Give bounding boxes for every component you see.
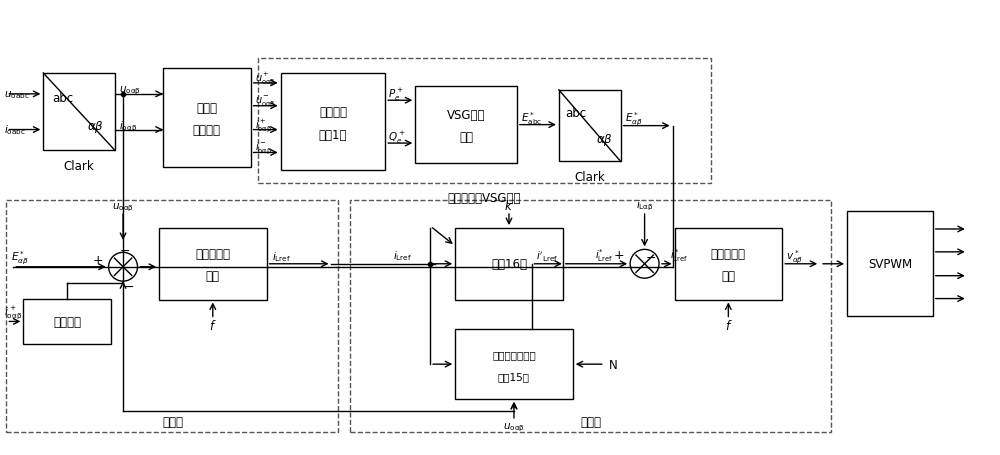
Text: $P^+_e$: $P^+_e$ <box>388 87 404 103</box>
Bar <box>559 91 621 162</box>
Text: $k$: $k$ <box>504 199 514 212</box>
Text: $i_{\rm Lref}$: $i_{\rm Lref}$ <box>393 248 412 262</box>
Text: $v^*_{\alpha\beta}$: $v^*_{\alpha\beta}$ <box>786 248 804 265</box>
Text: −: − <box>124 281 134 293</box>
Text: $f$: $f$ <box>209 318 217 333</box>
Text: 功率计算: 功率计算 <box>319 106 347 119</box>
Text: $u_{\rm o\alpha\beta}$: $u_{\rm o\alpha\beta}$ <box>112 202 134 214</box>
Text: $Q^+_e$: $Q^+_e$ <box>388 130 406 146</box>
Text: $i_{\rm Lref}$: $i_{\rm Lref}$ <box>272 249 291 263</box>
Text: 式（16）: 式（16） <box>491 258 527 271</box>
Text: 功率计算与VSG控制: 功率计算与VSG控制 <box>448 191 521 204</box>
Text: $\alpha\beta$: $\alpha\beta$ <box>596 131 612 147</box>
Text: $u^-_{\rm o\alpha\beta}$: $u^-_{\rm o\alpha\beta}$ <box>255 94 275 109</box>
Bar <box>847 212 933 317</box>
Text: 控制: 控制 <box>206 270 220 283</box>
Bar <box>23 299 111 344</box>
Text: SVPWM: SVPWM <box>868 258 912 271</box>
Bar <box>258 59 711 184</box>
Text: Clark: Clark <box>64 160 95 172</box>
Text: $u_{\rm o\alpha\beta}$: $u_{\rm o\alpha\beta}$ <box>119 85 141 97</box>
Text: −: − <box>120 245 130 258</box>
Text: $E^*_{\rm abc}$: $E^*_{\rm abc}$ <box>521 110 542 127</box>
Text: 电压环: 电压环 <box>162 415 183 428</box>
Text: VSG控制: VSG控制 <box>447 109 485 122</box>
Text: $i_{\rm L\alpha\beta}$: $i_{\rm L\alpha\beta}$ <box>636 198 653 213</box>
Text: $i^-_{\rm o\alpha\beta}$: $i^-_{\rm o\alpha\beta}$ <box>255 141 272 156</box>
Bar <box>455 228 563 300</box>
Text: abc: abc <box>565 107 586 120</box>
Bar <box>415 86 517 164</box>
Text: Clark: Clark <box>574 171 605 183</box>
Text: 控制: 控制 <box>721 270 735 283</box>
Bar <box>350 201 831 432</box>
Text: 准比例谐振: 准比例谐振 <box>195 248 230 261</box>
Text: $i^{*}_{\rm Lref}$: $i^{*}_{\rm Lref}$ <box>595 247 613 263</box>
Text: $\alpha\beta$: $\alpha\beta$ <box>87 118 104 134</box>
Text: $i_{\rm oabc}$: $i_{\rm oabc}$ <box>4 123 26 137</box>
Text: $u_{\rm oabc}$: $u_{\rm oabc}$ <box>4 89 30 101</box>
Text: $i^*_{\rm Lref}$: $i^*_{\rm Lref}$ <box>670 247 688 263</box>
Text: 正负序: 正负序 <box>196 102 217 115</box>
Text: $u^+_{\rm o\alpha\beta}$: $u^+_{\rm o\alpha\beta}$ <box>255 71 275 87</box>
Text: $u_{\rm o\alpha\beta}$: $u_{\rm o\alpha\beta}$ <box>503 421 525 433</box>
Text: $i^+_{\rm o\alpha\beta}$: $i^+_{\rm o\alpha\beta}$ <box>255 117 272 134</box>
Text: abc: abc <box>52 92 73 105</box>
Text: 分离模块: 分离模块 <box>193 124 221 137</box>
Text: $i'_{\rm Lref}$: $i'_{\rm Lref}$ <box>536 249 558 263</box>
Text: 式（15）: 式（15） <box>498 371 530 381</box>
Text: 电流环: 电流环 <box>580 415 601 428</box>
Bar <box>159 228 267 300</box>
Bar <box>163 69 251 168</box>
Text: $E^*_{\alpha\beta}$: $E^*_{\alpha\beta}$ <box>11 248 29 266</box>
Text: $f$: $f$ <box>725 318 732 333</box>
Text: N: N <box>609 358 617 371</box>
Text: 虚拟阻抗: 虚拟阻抗 <box>53 315 81 328</box>
Text: $E^*_{\alpha\beta}$: $E^*_{\alpha\beta}$ <box>625 111 642 128</box>
Bar <box>281 74 385 171</box>
Text: +: + <box>613 249 624 262</box>
Text: 参考电流值修正: 参考电流值修正 <box>492 349 536 359</box>
Bar <box>6 201 338 432</box>
Text: 算法: 算法 <box>459 131 473 144</box>
Text: +: + <box>93 254 103 267</box>
Text: 式（1）: 式（1） <box>319 129 347 142</box>
Bar <box>455 330 573 399</box>
Text: $i^+_{\rm o\alpha\beta}$: $i^+_{\rm o\alpha\beta}$ <box>4 303 23 320</box>
Text: $i_{\rm o\alpha\beta}$: $i_{\rm o\alpha\beta}$ <box>119 119 137 133</box>
Bar <box>43 74 115 151</box>
Text: 准比例谐振: 准比例谐振 <box>711 248 746 261</box>
Text: −: − <box>645 252 656 265</box>
Bar <box>675 228 782 300</box>
